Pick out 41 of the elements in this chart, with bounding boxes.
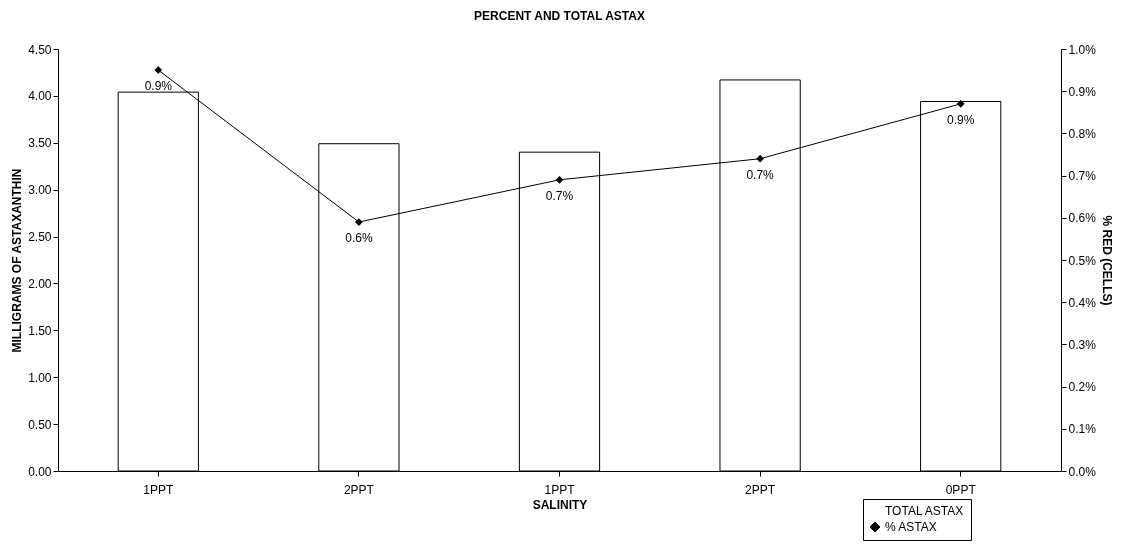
- y-tick-label: 2.50: [28, 230, 52, 245]
- point: [756, 154, 764, 163]
- x-tick-label: 1PPT: [143, 482, 174, 497]
- data-label: 0.7%: [545, 188, 574, 203]
- y2-tick-label: 0.8%: [1068, 126, 1097, 141]
- y2-tick-label: 0.5%: [1068, 253, 1097, 268]
- x-tick-label: 2PPT: [745, 482, 776, 497]
- y-tick-label: 2.00: [28, 276, 52, 291]
- x-tick-label: 1PPT: [544, 482, 576, 497]
- text: TOTAL ASTAX: [885, 504, 964, 518]
- y2-tick-label: 0.1%: [1068, 422, 1097, 437]
- x-tick-label: 0PPT: [945, 482, 977, 497]
- y-tick-label: 4.50: [28, 42, 52, 57]
- y2-tick-label: 0.6%: [1068, 211, 1097, 226]
- y2-tick-label: 0.2%: [1068, 380, 1097, 395]
- data-label: 0.6%: [345, 231, 373, 246]
- y-tick-label: 4.00: [28, 89, 52, 104]
- data-label: 0.7%: [746, 167, 775, 182]
- data-label: 0.9%: [947, 112, 975, 127]
- y-tick-label: 3.00: [28, 183, 52, 198]
- y-tick-label: 3.50: [28, 136, 52, 151]
- y-tick-label: 1.50: [28, 323, 52, 338]
- point: [555, 175, 564, 184]
- y-axis-title: MILLIGRAMS OF ASTAXANTHIN: [10, 168, 25, 353]
- data-label: 0.9%: [144, 79, 173, 94]
- chart-title: PERCENT AND TOTAL ASTAX: [474, 9, 645, 23]
- y2-tick-label: 1.0%: [1068, 42, 1097, 57]
- legend-label: % ASTAX: [885, 520, 937, 534]
- y2-tick-label: 0.0%: [1068, 464, 1097, 479]
- x-tick-label: 2PPT: [343, 482, 375, 497]
- y2-axis-title: % RED (CELLS): [1099, 215, 1114, 306]
- point: [956, 99, 965, 108]
- y2-tick-label: 0.4%: [1068, 295, 1097, 310]
- y-tick-label: 0.00: [28, 464, 52, 479]
- y-tick-label: 0.50: [28, 417, 52, 432]
- y-tick-label: 1.00: [28, 370, 52, 385]
- y2-tick-label: 0.7%: [1068, 169, 1097, 184]
- x-axis-title: SALINITY: [532, 497, 588, 512]
- point: [154, 66, 163, 74]
- y2-tick-label: 0.9%: [1068, 84, 1097, 99]
- y2-tick-label: 0.3%: [1068, 337, 1097, 352]
